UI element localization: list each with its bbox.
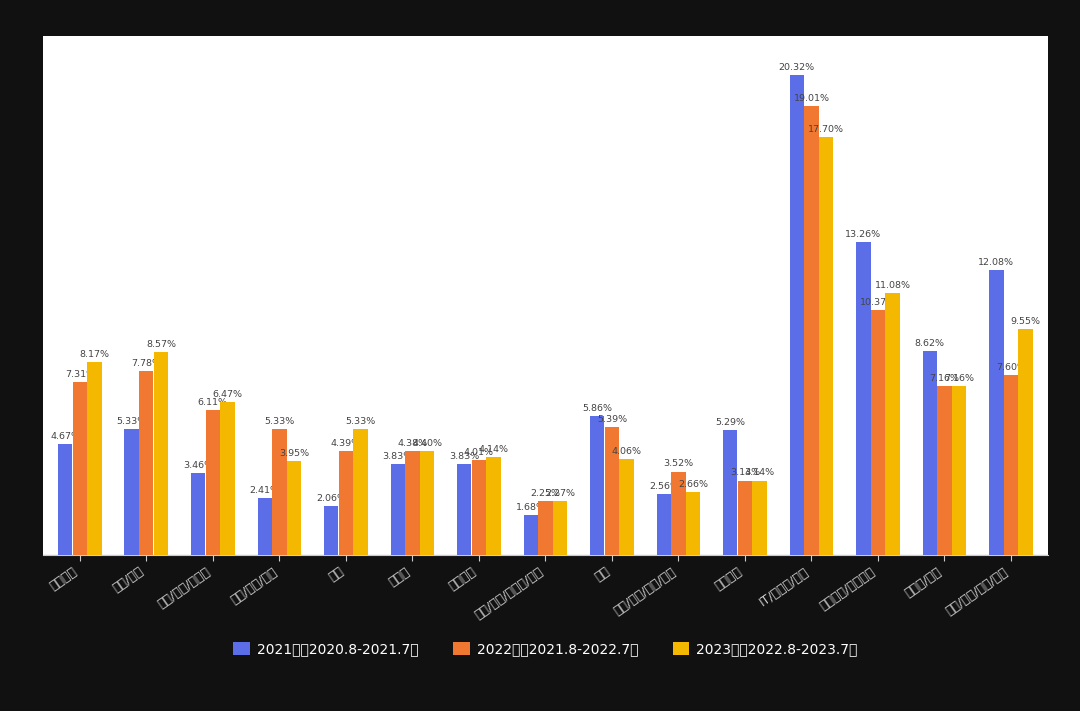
Bar — [922, 351, 937, 555]
Text: 8.62%: 8.62% — [915, 339, 945, 348]
Bar — [1003, 375, 1018, 555]
Bar — [819, 137, 834, 555]
Text: 12.08%: 12.08% — [978, 257, 1014, 267]
Bar — [339, 451, 353, 555]
Bar — [72, 382, 87, 555]
Bar — [724, 429, 738, 555]
Bar — [420, 451, 434, 555]
Bar — [951, 385, 967, 555]
Text: 6.11%: 6.11% — [198, 398, 228, 407]
Text: 2.25%: 2.25% — [530, 489, 561, 498]
Text: 3.83%: 3.83% — [382, 452, 413, 461]
Text: 19.01%: 19.01% — [794, 94, 829, 103]
Bar — [672, 471, 686, 555]
Text: 3.14%: 3.14% — [730, 469, 760, 477]
Text: 10.37%: 10.37% — [860, 298, 896, 307]
Text: 5.29%: 5.29% — [715, 417, 745, 427]
Text: 8.17%: 8.17% — [80, 350, 109, 359]
Text: 8.57%: 8.57% — [146, 341, 176, 349]
Bar — [287, 461, 301, 555]
Bar — [124, 429, 139, 555]
Text: 3.83%: 3.83% — [449, 452, 480, 461]
Bar — [538, 501, 553, 555]
Text: 3.46%: 3.46% — [184, 461, 213, 470]
Legend: 2021届（2020.8-2021.7）, 2022届（2021.8-2022.7）, 2023届（2022.8-2023.7）: 2021届（2020.8-2021.7）, 2022届（2021.8-2022.… — [228, 637, 863, 662]
Bar — [220, 402, 234, 555]
Bar — [590, 417, 605, 555]
Bar — [989, 269, 1003, 555]
Bar — [805, 106, 819, 555]
Bar — [486, 457, 501, 555]
Bar — [870, 310, 886, 555]
Text: 3.95%: 3.95% — [279, 449, 309, 459]
Text: 2.41%: 2.41% — [249, 486, 280, 495]
Text: 2.27%: 2.27% — [545, 489, 575, 498]
Bar — [139, 371, 153, 555]
Text: 5.33%: 5.33% — [265, 417, 295, 426]
Bar — [524, 515, 538, 555]
Bar — [205, 410, 220, 555]
Bar — [605, 427, 619, 555]
Bar — [657, 494, 671, 555]
Bar — [191, 473, 205, 555]
Bar — [405, 451, 419, 555]
Bar — [856, 242, 870, 555]
Text: 4.39%: 4.39% — [330, 439, 361, 448]
Text: 6.47%: 6.47% — [213, 390, 242, 399]
Bar — [1018, 329, 1032, 555]
Bar — [58, 444, 72, 555]
Bar — [738, 481, 752, 555]
Bar — [686, 492, 700, 555]
Text: 20.32%: 20.32% — [779, 63, 815, 72]
Bar — [87, 362, 102, 555]
Text: 4.67%: 4.67% — [50, 432, 80, 442]
Text: 2.06%: 2.06% — [316, 494, 347, 503]
Text: 1.68%: 1.68% — [516, 503, 545, 512]
Text: 7.60%: 7.60% — [996, 363, 1026, 373]
Bar — [472, 460, 486, 555]
Text: 7.78%: 7.78% — [132, 359, 161, 368]
Text: 7.31%: 7.31% — [65, 370, 95, 379]
Text: 5.33%: 5.33% — [346, 417, 376, 426]
Text: 11.08%: 11.08% — [875, 281, 910, 290]
Text: 4.38%: 4.38% — [397, 439, 428, 448]
Bar — [937, 385, 951, 555]
Bar — [153, 353, 168, 555]
Bar — [753, 481, 767, 555]
Bar — [457, 464, 472, 555]
Text: 5.33%: 5.33% — [117, 417, 147, 426]
Bar — [272, 429, 286, 555]
Bar — [886, 293, 900, 555]
Text: 5.39%: 5.39% — [597, 415, 627, 424]
Text: 4.01%: 4.01% — [464, 448, 494, 457]
Text: 17.70%: 17.70% — [808, 125, 845, 134]
Text: 2.66%: 2.66% — [678, 480, 708, 488]
Text: 13.26%: 13.26% — [846, 230, 881, 239]
Bar — [324, 506, 338, 555]
Text: 2.56%: 2.56% — [649, 482, 679, 491]
Text: 9.55%: 9.55% — [1011, 317, 1041, 326]
Bar — [391, 464, 405, 555]
Bar — [257, 498, 272, 555]
Text: 4.06%: 4.06% — [611, 447, 642, 456]
Text: 4.14%: 4.14% — [478, 445, 509, 454]
Text: 4.40%: 4.40% — [411, 439, 442, 448]
Text: 3.52%: 3.52% — [663, 459, 693, 469]
Bar — [553, 501, 567, 555]
Bar — [353, 429, 367, 555]
Text: 3.14%: 3.14% — [744, 469, 774, 477]
Text: 7.16%: 7.16% — [944, 373, 974, 383]
Text: 5.86%: 5.86% — [582, 405, 612, 413]
Bar — [619, 459, 634, 555]
Text: 7.16%: 7.16% — [930, 373, 959, 383]
Bar — [789, 75, 804, 555]
